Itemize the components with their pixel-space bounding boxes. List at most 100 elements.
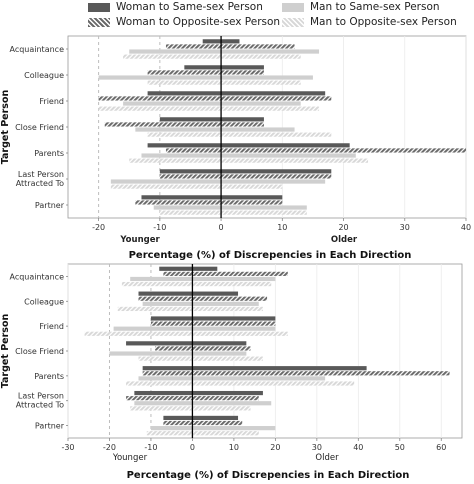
- bar-younger: [117, 306, 193, 312]
- bar-older: [192, 401, 272, 406]
- bar-older: [221, 210, 307, 215]
- bar-younger: [138, 356, 193, 361]
- category-label: Colleague: [24, 71, 64, 80]
- bar-younger: [126, 381, 193, 386]
- bar-older: [221, 143, 350, 148]
- bar-younger: [134, 390, 193, 396]
- plot-frame: [67, 263, 463, 439]
- legend-item-woman-same-sex: Woman to Same-sex Person: [88, 1, 263, 13]
- bar-older: [192, 371, 450, 376]
- bar-older: [221, 54, 301, 59]
- legend-swatch-solid-dark: [88, 2, 110, 12]
- tick-label: 40: [353, 443, 363, 452]
- bar-younger: [147, 143, 222, 148]
- bar-younger: [110, 184, 222, 189]
- bar-younger: [109, 351, 193, 356]
- bar-younger: [153, 205, 222, 210]
- bar-younger: [142, 371, 193, 376]
- bar-older: [192, 306, 263, 312]
- legend-item-man-same-sex: Man to Same-sex Person: [282, 1, 440, 13]
- category-label: Friend: [39, 322, 64, 331]
- bar-younger: [163, 415, 193, 421]
- bar-older: [192, 266, 218, 271]
- bar-older: [221, 148, 466, 153]
- bar-older: [192, 341, 247, 346]
- category-label: Close Friend: [15, 347, 64, 356]
- bar-younger: [138, 291, 193, 296]
- bar-younger: [165, 148, 222, 153]
- bar-younger: [123, 54, 222, 59]
- bar-younger: [147, 91, 222, 96]
- bar-younger: [98, 75, 222, 80]
- bar-younger: [126, 396, 193, 401]
- bar-older: [192, 420, 243, 426]
- tick-label: 60: [436, 443, 446, 452]
- bar-younger: [142, 366, 193, 371]
- bar-older: [192, 326, 276, 331]
- tick-label: -20: [92, 223, 105, 232]
- bar-older: [192, 431, 259, 436]
- bar-older: [221, 200, 283, 205]
- direction-label-younger: Younger: [119, 235, 160, 245]
- bar-older: [192, 301, 259, 306]
- bar-younger: [147, 70, 222, 75]
- bar-older: [192, 271, 288, 276]
- bar-younger: [130, 276, 193, 282]
- bar-older: [221, 195, 283, 200]
- direction-label-older: Older: [315, 453, 339, 463]
- bar-younger: [146, 431, 193, 436]
- tick-label: 30: [400, 223, 410, 232]
- bar-younger: [123, 101, 222, 106]
- bar-younger: [126, 341, 193, 346]
- bar-older: [192, 316, 276, 321]
- tick-label: 20: [270, 443, 280, 452]
- tick-label: 10: [229, 443, 239, 452]
- bar-younger: [159, 169, 222, 174]
- bar-older: [221, 169, 332, 174]
- legend-item-man-opposite-sex: Man to Opposite-sex Person: [282, 16, 457, 28]
- plot-frame: [67, 35, 467, 219]
- category-label: Acquaintance: [9, 45, 64, 54]
- legend-swatch-hatch-light: [282, 17, 304, 27]
- bar-older: [221, 70, 264, 75]
- bar-older: [192, 390, 263, 396]
- bar-younger: [159, 266, 193, 271]
- category-label: Parents: [34, 149, 64, 158]
- bar-younger: [163, 420, 193, 426]
- bar-younger: [129, 158, 222, 163]
- legend: Woman to Same-sex Person Woman to Opposi…: [0, 0, 474, 32]
- bar-older: [192, 296, 268, 301]
- bar-younger: [147, 132, 222, 137]
- bar-younger: [142, 301, 193, 306]
- bar-younger: [202, 39, 222, 44]
- bar-older: [192, 406, 251, 411]
- bar-older: [221, 158, 369, 163]
- tick-label: 50: [395, 443, 405, 452]
- tick-label: -10: [153, 223, 166, 232]
- category-label: Last Person: [18, 170, 64, 179]
- bar-younger: [98, 106, 222, 111]
- tick-label: 20: [338, 223, 348, 232]
- direction-label-older: Older: [331, 235, 358, 245]
- bar-older: [192, 276, 276, 282]
- category-label: Colleague: [24, 297, 64, 306]
- direction-label-younger: Younger: [112, 453, 148, 463]
- bar-older: [221, 184, 283, 189]
- category-label: Friend: [39, 97, 64, 106]
- tick-label: 40: [461, 223, 471, 232]
- bar-younger: [159, 210, 222, 215]
- bar-younger: [113, 326, 193, 331]
- bar-younger: [150, 316, 193, 321]
- bar-older: [221, 101, 301, 106]
- bar-younger: [134, 401, 193, 406]
- bar-older: [192, 366, 367, 371]
- bar-older: [221, 179, 326, 184]
- category-label: Close Friend: [15, 123, 64, 132]
- bar-younger: [104, 122, 222, 127]
- y-axis-title: Target Person: [0, 90, 11, 165]
- bar-older: [192, 291, 239, 296]
- category-label: Attracted To: [16, 401, 64, 410]
- bar-younger: [159, 174, 222, 179]
- bar-older: [221, 174, 332, 179]
- legend-label: Man to Opposite-sex Person: [310, 16, 457, 28]
